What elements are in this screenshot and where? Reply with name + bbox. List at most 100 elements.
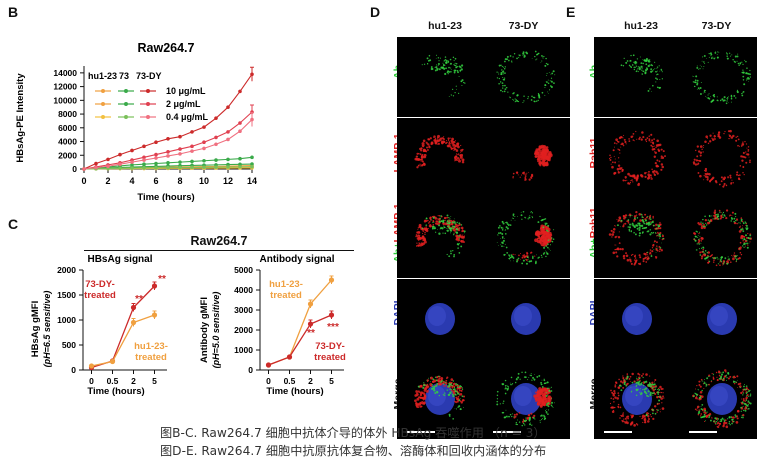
signal-speck xyxy=(743,388,746,391)
micrograph-image xyxy=(397,37,484,117)
nucleus-highlight xyxy=(514,306,532,326)
signal-speck xyxy=(624,420,626,423)
micrograph-image xyxy=(483,279,570,359)
signal-speck xyxy=(704,225,706,228)
signal-speck xyxy=(444,56,447,58)
signal-speck xyxy=(643,222,646,225)
signal-speck xyxy=(453,64,456,66)
signal-speck xyxy=(644,257,647,260)
legend-header-hu1-23: hu1-23 xyxy=(88,71,117,81)
signal-speck xyxy=(629,174,632,177)
signal-speck xyxy=(510,260,512,262)
signal-speck xyxy=(648,138,651,141)
signal-speck xyxy=(546,81,548,83)
signal-speck xyxy=(463,159,465,161)
signal-speck xyxy=(453,71,456,74)
signal-speck xyxy=(519,378,521,380)
signal-speck xyxy=(655,227,658,230)
signal-speck xyxy=(747,153,750,156)
signal-speck xyxy=(514,215,516,218)
signal-speck xyxy=(453,147,456,151)
signal-speck xyxy=(525,56,527,58)
signal-speck xyxy=(629,375,632,378)
signal-speck xyxy=(642,376,644,379)
signal-speck xyxy=(698,384,701,386)
signal-speck xyxy=(736,91,739,94)
signal-speck xyxy=(550,404,553,407)
chart-b-point xyxy=(142,162,146,166)
signal-speck xyxy=(742,69,744,71)
signal-speck xyxy=(731,214,733,216)
signal-speck xyxy=(639,393,642,396)
signal-speck xyxy=(653,147,656,151)
panel-letter-c: C xyxy=(8,216,19,232)
signal-speck xyxy=(746,395,748,397)
signal-speck xyxy=(701,60,703,62)
chart-c-ytick-label: 4000 xyxy=(234,285,253,295)
signal-speck xyxy=(649,393,652,397)
signal-speck xyxy=(615,251,618,254)
signal-speck xyxy=(640,213,643,216)
signal-speck xyxy=(617,392,620,394)
micrograph-e-dapi-73dy xyxy=(679,279,757,359)
signal-speck xyxy=(510,219,512,221)
signal-speck xyxy=(659,235,662,238)
signal-speck xyxy=(703,411,705,413)
signal-speck xyxy=(512,98,514,100)
chart-b-xlabel: Time (hours) xyxy=(137,192,194,203)
signal-speck xyxy=(717,51,719,53)
signal-speck xyxy=(692,161,696,164)
signal-speck xyxy=(543,393,545,396)
signal-speck xyxy=(651,381,654,384)
signal-speck xyxy=(507,224,510,226)
signal-speck xyxy=(541,60,543,62)
signal-speck xyxy=(705,383,708,386)
chart-b-ylabel: HBsAg-PE Intensity xyxy=(15,73,26,163)
signal-speck xyxy=(720,420,723,422)
signal-speck xyxy=(530,260,533,263)
signal-speck xyxy=(502,84,504,87)
signal-speck xyxy=(632,54,635,57)
chart-c2-ylabel-note: (pH=5.0 sensitive) xyxy=(211,292,221,369)
signal-speck xyxy=(425,217,428,219)
signal-speck xyxy=(437,215,439,217)
signal-speck xyxy=(644,138,647,141)
signal-speck xyxy=(542,56,543,58)
signal-speck xyxy=(434,217,438,220)
signal-speck xyxy=(540,156,543,159)
signal-speck xyxy=(505,226,508,229)
signal-speck xyxy=(639,256,642,259)
signal-speck xyxy=(419,153,422,156)
signal-speck xyxy=(717,418,720,420)
signal-speck xyxy=(741,401,744,404)
signal-speck xyxy=(655,223,658,226)
signal-speck xyxy=(714,257,717,260)
signal-speck xyxy=(550,398,552,400)
signal-speck xyxy=(510,60,513,62)
signal-speck xyxy=(710,100,713,103)
signal-speck xyxy=(636,227,639,230)
signal-speck xyxy=(451,221,454,224)
signal-speck xyxy=(662,388,664,390)
signal-speck xyxy=(700,240,703,242)
signal-speck xyxy=(514,101,516,103)
signal-speck xyxy=(457,225,459,227)
signal-speck xyxy=(522,418,524,421)
signal-speck xyxy=(549,388,551,389)
micrograph-image xyxy=(397,279,484,359)
signal-speck xyxy=(726,97,728,99)
signal-speck xyxy=(534,418,536,420)
signal-speck xyxy=(738,145,741,147)
signal-speck xyxy=(538,96,541,99)
signal-speck xyxy=(431,215,434,218)
signal-speck xyxy=(749,234,752,237)
signal-speck xyxy=(615,138,618,142)
signal-speck xyxy=(705,411,707,413)
signal-speck xyxy=(447,70,450,73)
signal-speck xyxy=(504,88,507,91)
signal-speck xyxy=(500,73,503,76)
signal-speck xyxy=(622,65,625,67)
signal-speck xyxy=(745,143,748,145)
signal-speck xyxy=(441,227,444,230)
signal-speck xyxy=(704,167,708,171)
